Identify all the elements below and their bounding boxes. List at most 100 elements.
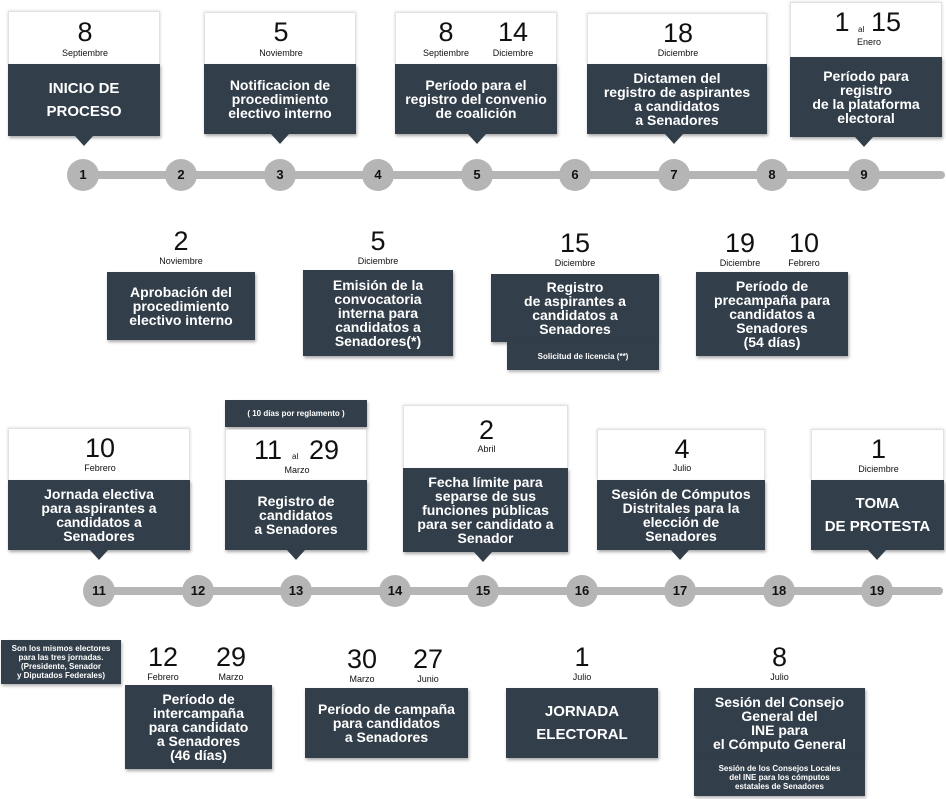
date-day: 2 bbox=[173, 226, 189, 256]
date-month-end: Junio bbox=[417, 674, 439, 684]
timeline-step-2: 2 bbox=[165, 159, 197, 191]
event-label: Sesión de Cómputos Distritales para la e… bbox=[611, 486, 751, 544]
date-day: 1 bbox=[574, 642, 590, 672]
date-day: 2 bbox=[478, 415, 495, 445]
date-box: 11 al 29 Marzo bbox=[225, 429, 367, 480]
timeline-track-1 bbox=[75, 171, 945, 179]
date-box: 8 Septiembre 14 Diciembre bbox=[395, 12, 557, 64]
timeline-step-8: 8 bbox=[756, 159, 788, 191]
date-month: Noviembre bbox=[259, 48, 303, 58]
date-connector: al bbox=[858, 25, 865, 34]
date-month: Diciembre bbox=[858, 464, 899, 474]
license-note: Solicitud de licencia (**) bbox=[507, 342, 659, 370]
date-month-end: Marzo bbox=[218, 672, 244, 682]
timeline-step-14: 14 bbox=[379, 575, 411, 607]
date-box: 1 Diciembre bbox=[811, 429, 944, 480]
event-label: Jornada electiva para aspirantes a candi… bbox=[41, 486, 157, 544]
event-card: Sesión del Consejo General del INE para … bbox=[694, 688, 865, 758]
date-day: 15 bbox=[559, 228, 591, 258]
timeline-step-5: 5 bbox=[461, 159, 493, 191]
date-box: 8 Septiembre bbox=[8, 11, 160, 65]
date-day-start: 30 bbox=[346, 644, 378, 674]
event-card: TOMA DE PROTESTA bbox=[811, 480, 944, 550]
date-month-end: Diciembre bbox=[492, 48, 534, 58]
event-card: Registro de candidatos a Senadores bbox=[225, 480, 367, 550]
date-month: Diciembre bbox=[357, 256, 399, 266]
timeline-step-13: 13 bbox=[280, 575, 312, 607]
date-day-end: 27 bbox=[412, 644, 444, 674]
date-box: 4 Julio bbox=[597, 429, 765, 480]
date-month: Abril bbox=[477, 444, 496, 454]
date-month: Julio bbox=[572, 672, 592, 682]
date-day-end: 29 bbox=[308, 435, 340, 465]
date-month: Julio bbox=[672, 463, 692, 473]
date-month: Marzo bbox=[284, 465, 310, 475]
event-card: Período para el registro del convenio de… bbox=[395, 64, 557, 134]
event-label: Fecha límite para separse de sus funcion… bbox=[417, 474, 554, 546]
date-day-start: 8 bbox=[438, 17, 454, 47]
timeline-step-11: 11 bbox=[83, 575, 115, 607]
event-label: Registro de candidatos a Senadores bbox=[254, 493, 338, 537]
event-card: Fecha límite para separse de sus funcion… bbox=[403, 468, 568, 552]
card-pointer bbox=[868, 550, 886, 560]
date-label: 12 Febrero 29 Marzo bbox=[125, 642, 272, 686]
date-box: 1 al 15 Enero bbox=[790, 2, 942, 57]
event-card: JORNADA ELECTORAL bbox=[506, 688, 658, 758]
event-label: INICIO DE PROCESO bbox=[46, 80, 122, 120]
date-month: Noviembre bbox=[159, 256, 203, 266]
event-label: Aprobación del procedimiento electivo in… bbox=[129, 284, 233, 328]
date-day: 1 bbox=[870, 434, 887, 464]
card-pointer bbox=[855, 137, 873, 147]
timeline-step-18: 18 bbox=[763, 575, 795, 607]
date-day: 18 bbox=[662, 18, 694, 48]
date-label: 15 Diciembre bbox=[491, 228, 659, 272]
event-label: Período para el registro del convenio de… bbox=[405, 77, 547, 121]
event-card: Notificacion de procedimiento electivo i… bbox=[204, 64, 356, 134]
local-councils-note: Sesión de los Consejos Locales del INE p… bbox=[694, 758, 865, 796]
event-label: Notificacion de procedimiento electivo i… bbox=[228, 77, 332, 121]
event-label: Dictamen del registro de aspirantes a ca… bbox=[603, 70, 751, 128]
date-label: 8 Julio bbox=[694, 642, 865, 686]
date-day: 4 bbox=[674, 434, 690, 464]
date-month: Julio bbox=[770, 672, 789, 682]
date-box: 10 Febrero bbox=[8, 428, 190, 480]
card-pointer bbox=[671, 550, 689, 560]
event-card: Dictamen del registro de aspirantes a ca… bbox=[587, 64, 767, 134]
event-card: INICIO DE PROCESO bbox=[8, 64, 160, 136]
event-label: Registro de aspirantes a candidatos a Se… bbox=[524, 279, 626, 337]
card-pointer bbox=[468, 134, 486, 144]
timeline-track-2 bbox=[90, 587, 943, 595]
event-label: Emisión de la convocatoria interna para … bbox=[332, 277, 424, 349]
date-day-start: 19 bbox=[724, 228, 756, 258]
date-month: Diciembre bbox=[554, 258, 596, 268]
date-day: 5 bbox=[370, 226, 386, 256]
event-label: Período de intercampaña para candidato a… bbox=[148, 691, 249, 763]
date-label: 1 Julio bbox=[506, 642, 658, 686]
date-day-start: 12 bbox=[147, 642, 179, 672]
event-label: Período para registro de la plataforma e… bbox=[812, 68, 920, 126]
timeline-step-1: 1 bbox=[67, 159, 99, 191]
timeline-step-17: 17 bbox=[664, 575, 696, 607]
timeline-step-16: 16 bbox=[566, 575, 598, 607]
event-card: Jornada electiva para aspirantes a candi… bbox=[8, 480, 190, 550]
event-card: Sesión de Cómputos Distritales para la e… bbox=[597, 480, 765, 550]
card-pointer bbox=[271, 134, 289, 144]
date-month-start: Diciembre bbox=[719, 258, 761, 268]
timeline-step-19: 19 bbox=[861, 575, 893, 607]
date-month-end: Febrero bbox=[788, 258, 820, 268]
date-month: Diciembre bbox=[657, 48, 699, 58]
timeline-step-12: 12 bbox=[182, 575, 214, 607]
event-card: Período de precampaña para candidatos a … bbox=[696, 272, 848, 356]
date-box: 2 Abril bbox=[403, 405, 568, 468]
card-pointer bbox=[665, 134, 683, 144]
event-label: Período de campaña para candidatos a Sen… bbox=[318, 701, 455, 745]
date-label: 30 Marzo 27 Junio bbox=[305, 644, 468, 688]
timeline-step-3: 3 bbox=[264, 159, 296, 191]
date-day-end: 10 bbox=[788, 228, 820, 258]
date-label: 5 Diciembre bbox=[303, 226, 453, 270]
date-day-end: 15 bbox=[870, 7, 902, 37]
card-pointer bbox=[474, 552, 492, 562]
timeline-step-6: 6 bbox=[559, 159, 591, 191]
date-box: 18 Diciembre bbox=[587, 13, 767, 64]
timeline-step-15: 15 bbox=[467, 575, 499, 607]
